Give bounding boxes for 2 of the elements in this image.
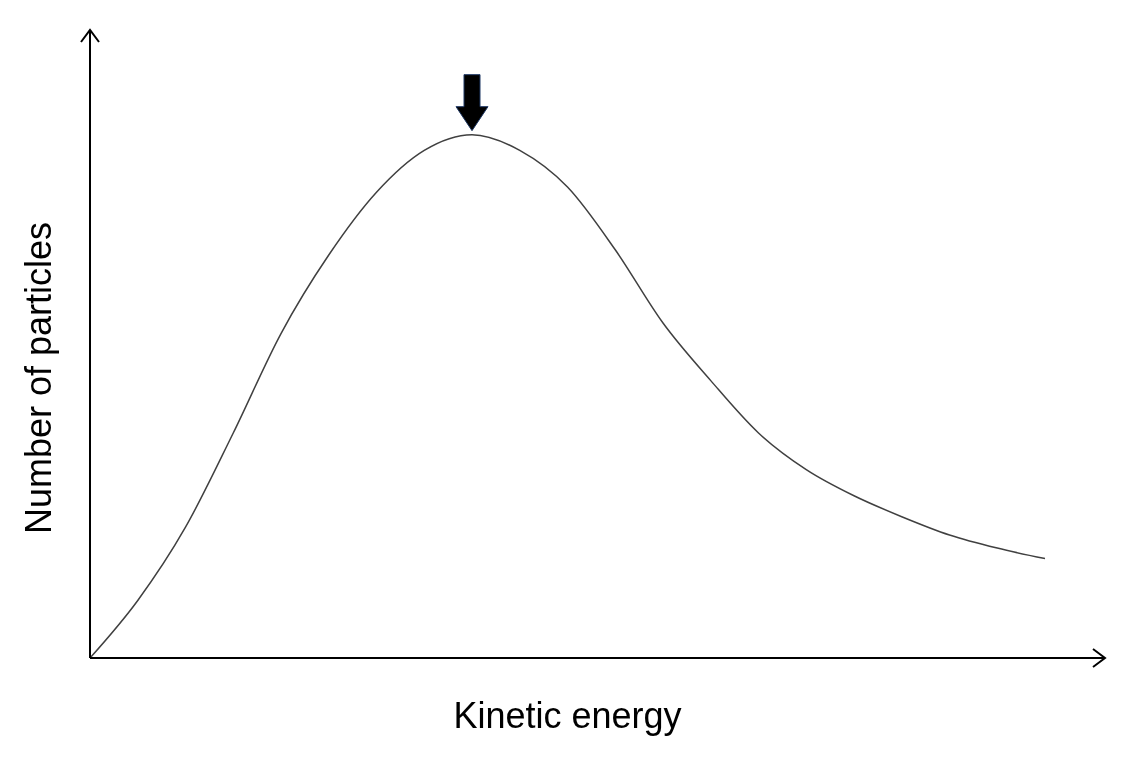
x-axis-title: Kinetic energy bbox=[453, 695, 682, 736]
y-axis-title: Number of particles bbox=[17, 221, 59, 534]
